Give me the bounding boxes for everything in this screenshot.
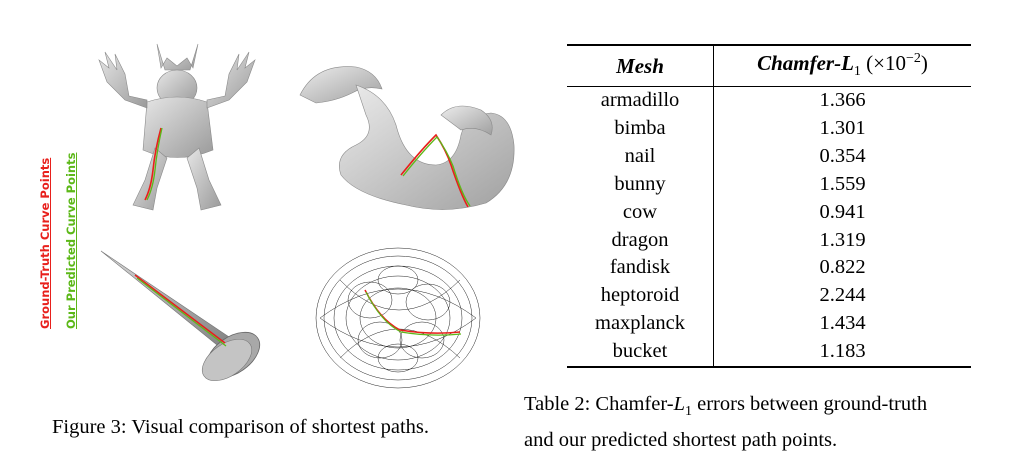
cell-value: 0.354 [819, 144, 866, 167]
figure-3: Ground-Truth Curve Points Our Predicted … [38, 43, 515, 438]
header-metric-exponent: −2 [906, 51, 921, 67]
figure-caption: Figure 3: Visual comparison of shortest … [52, 416, 430, 438]
cell-mesh: armadillo [567, 86, 714, 115]
cell-value: 1.434 [819, 312, 866, 335]
cell-mesh: dragon [567, 226, 714, 255]
table-row: dragon 1.319 [567, 226, 971, 255]
armadillo-mesh-image [98, 43, 256, 211]
heptoroid-mesh-image [315, 247, 481, 389]
table-row: fandisk 0.822 [567, 254, 971, 283]
table-row: armadillo 1.366 [567, 86, 971, 115]
table-caption-line-1: Table 2: Chamfer-L1 errors between groun… [524, 390, 927, 426]
cell-mesh: bimba [567, 114, 714, 143]
table-caption-symbol: L [673, 393, 685, 415]
cell-value: 1.559 [819, 172, 866, 195]
cell-mesh: heptoroid [567, 282, 714, 311]
table-row: nail 0.354 [567, 142, 971, 171]
table-caption-subscript: 1 [684, 404, 692, 420]
cell-value: 0.822 [819, 256, 866, 279]
cell-value: 2.244 [819, 284, 866, 307]
table-row: heptoroid 2.244 [567, 282, 971, 311]
cell-mesh: nail [567, 142, 714, 171]
cell-value: 1.301 [819, 116, 866, 139]
header-metric-close: ) [920, 51, 928, 76]
dragon-mesh-image [299, 66, 515, 210]
table-body: armadillo 1.366 bimba 1.301 nail 0.354 bunny 1.… [567, 86, 971, 369]
cell-value: 0.941 [819, 200, 866, 223]
cell-mesh: fandisk [567, 254, 714, 283]
table-caption-part-b: errors between ground-truth [691, 393, 928, 415]
legend-predicted: Our Predicted Curve Points [64, 152, 78, 329]
table-row: cow 0.941 [567, 198, 971, 227]
cell-mesh: maxplanck [567, 310, 714, 339]
cell-mesh: cow [567, 198, 714, 227]
table-caption-line-2: and our predicted shortest path points. [524, 429, 838, 452]
header-metric-symbol: L [841, 51, 854, 76]
header-metric-subscript: 1 [853, 64, 861, 80]
table-2: Mesh Chamfer-L1 (×10−2) armadillo 1.366 bi… [567, 44, 971, 369]
table-header-row: Mesh Chamfer-L1 (×10−2) [567, 44, 971, 87]
cell-value: 1.183 [713, 338, 971, 369]
header-mesh: Mesh [567, 44, 714, 87]
cell-mesh: bunny [567, 170, 714, 199]
cell-value: 1.319 [819, 228, 866, 251]
table-row: bunny 1.559 [567, 170, 971, 199]
table-caption: Table 2: Chamfer-L1 errors between groun… [524, 390, 927, 454]
header-metric-scale: (×10 [866, 51, 906, 76]
header-metric: Chamfer-L1 (×10−2) [713, 44, 971, 87]
table-row: bucket 1.183 [567, 338, 971, 369]
nail-mesh-image [100, 250, 261, 382]
chamfer-error-table: Mesh Chamfer-L1 (×10−2) armadillo 1.366 bi… [567, 44, 971, 369]
cell-value: 1.366 [819, 89, 866, 111]
cell-mesh: bucket [567, 338, 714, 369]
legend-ground-truth: Ground-Truth Curve Points [38, 157, 52, 329]
table-row: bimba 1.301 [567, 114, 971, 143]
table-caption-part-a: Table 2: Chamfer- [524, 393, 674, 415]
header-metric-text: Chamfer- [757, 51, 842, 76]
table-row: maxplanck 1.434 [567, 310, 971, 339]
